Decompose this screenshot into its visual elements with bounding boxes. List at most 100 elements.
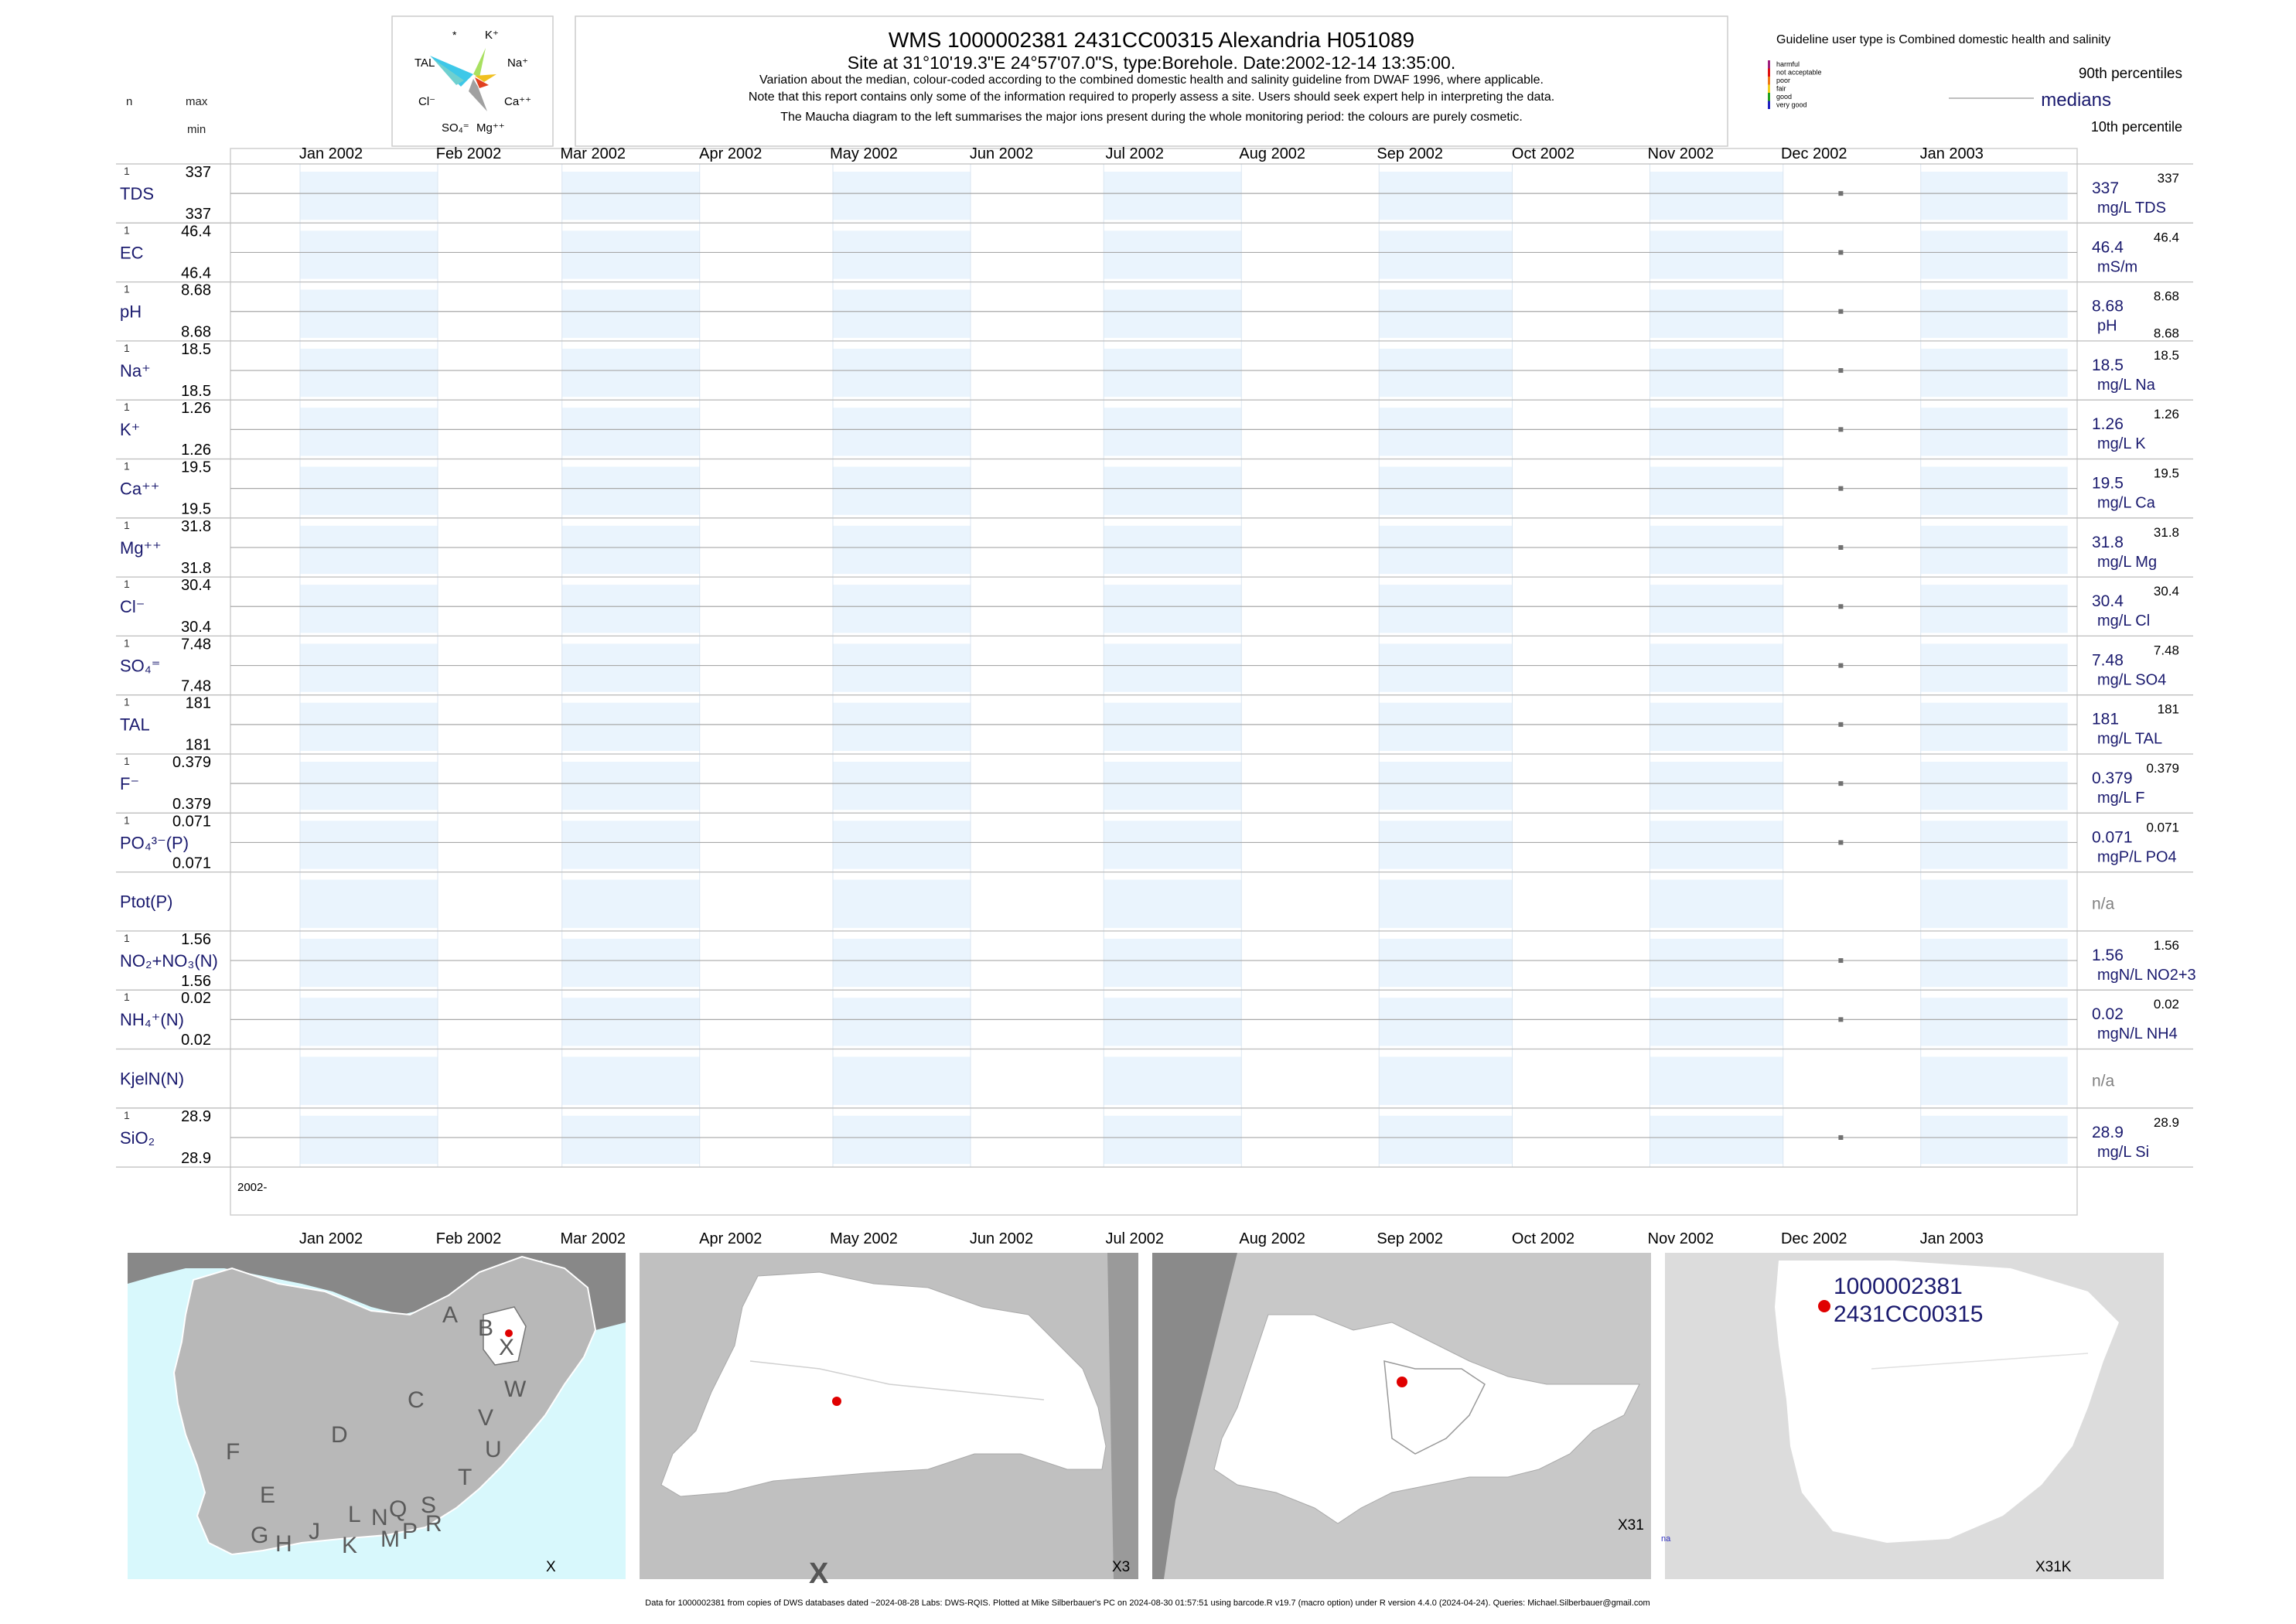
- month-band: [561, 762, 700, 810]
- map3-corner-label: X31: [1618, 1517, 1644, 1534]
- map2-corner-label: X3: [1112, 1559, 1130, 1575]
- month-band: [561, 466, 700, 515]
- month-band: [561, 998, 700, 1046]
- param-min: 337: [186, 206, 211, 223]
- month-band: [1104, 702, 1242, 751]
- map1-region-label: C: [408, 1387, 425, 1413]
- month-band: [1920, 408, 2068, 456]
- month-band: [561, 879, 700, 928]
- month-band: [1104, 1115, 1242, 1165]
- param-min: 0.379: [172, 796, 211, 813]
- map1-region-label: X: [499, 1335, 514, 1360]
- param-p90: 1.26: [2154, 407, 2179, 421]
- month-band: [300, 762, 438, 810]
- panel-frame: [230, 148, 2078, 1216]
- month-label-bottom: Jan 2003: [1920, 1230, 1984, 1247]
- param-median: 8.68: [2092, 298, 2124, 316]
- month-band: [561, 172, 700, 220]
- month-label-bottom: Feb 2002: [436, 1230, 502, 1247]
- param-min: 181: [186, 737, 211, 754]
- param-median: 28.9: [2092, 1124, 2124, 1141]
- month-band: [1650, 938, 1783, 988]
- map4-catchment: [1775, 1261, 2119, 1543]
- param-p90: 8.68: [2154, 289, 2179, 304]
- month-band: [1379, 702, 1513, 751]
- month-band: [1920, 1115, 2068, 1165]
- param-min: 19.5: [181, 501, 211, 518]
- month-label-top: Oct 2002: [1512, 145, 1574, 162]
- month-band: [833, 348, 971, 397]
- param-n: 1: [124, 401, 130, 413]
- map-quaternary-x31: X31: [1152, 1253, 1651, 1579]
- param-n: 1: [124, 578, 130, 590]
- param-p90: 0.02: [2154, 997, 2179, 1012]
- param-p90: 30.4: [2154, 584, 2179, 599]
- month-band: [561, 702, 700, 751]
- map1-region-label: G: [251, 1523, 268, 1548]
- guideline-legend: Guideline user type is Combined domestic…: [1768, 33, 2182, 135]
- map4-boundary-line: [1871, 1353, 2089, 1370]
- legend-category-label: very good: [1776, 101, 1807, 109]
- param-median: 30.4: [2092, 592, 2124, 610]
- param-p90: 46.4: [2154, 230, 2179, 244]
- month-label-bottom: Apr 2002: [699, 1230, 762, 1247]
- month-band: [1920, 643, 2068, 692]
- month-band: [1650, 1115, 1783, 1165]
- month-band: [300, 643, 438, 692]
- month-band: [1650, 172, 1783, 220]
- month-band: [1104, 408, 1242, 456]
- map4-edge-label: na: [1661, 1534, 1671, 1544]
- month-band: [561, 938, 700, 988]
- param-median: 0.379: [2092, 769, 2133, 787]
- param-p90: 0.379: [2146, 761, 2179, 776]
- param-max: 30.4: [181, 577, 211, 594]
- param-unit: mg/L SO4: [2097, 671, 2166, 688]
- param-min: 1.26: [181, 442, 211, 459]
- month-band: [1650, 762, 1783, 810]
- param-min: 31.8: [181, 560, 211, 577]
- param-p90: 28.9: [2154, 1115, 2179, 1130]
- month-band: [1104, 466, 1242, 515]
- map1-region-label: H: [275, 1531, 292, 1557]
- data-point: [1838, 368, 1844, 374]
- month-band: [1379, 466, 1513, 515]
- month-label-bottom: Sep 2002: [1377, 1230, 1443, 1247]
- maucha-wedge-k: [473, 48, 486, 77]
- param-median: 337: [2092, 179, 2119, 197]
- month-band: [300, 938, 438, 988]
- param-max: 0.071: [172, 813, 211, 830]
- month-band: [833, 998, 971, 1046]
- param-min: 46.4: [181, 264, 211, 281]
- page-title: WMS 1000002381 2431CC00315 Alexandria H0…: [889, 28, 1414, 52]
- month-band: [1379, 172, 1513, 220]
- map1-region-label: F: [226, 1439, 240, 1465]
- param-label: Ptot(P): [120, 892, 172, 912]
- page-subtitle: Site at 31°10'19.3"E 24°57'07.0"S, type:…: [848, 53, 1455, 73]
- param-median: 18.5: [2092, 357, 2124, 374]
- legend-category-label: not acceptable: [1776, 69, 1822, 77]
- maucha-wedge-cl: [433, 59, 464, 85]
- month-band: [300, 1056, 438, 1105]
- maucha-label-k: K⁺: [485, 29, 499, 42]
- month-band: [1650, 702, 1783, 751]
- param-n: 1: [124, 1109, 130, 1121]
- data-point: [1838, 486, 1844, 491]
- month-band: [561, 289, 700, 338]
- month-label-top: Mar 2002: [561, 145, 626, 162]
- param-max: 0.379: [172, 754, 211, 771]
- month-label-top: Nov 2002: [1648, 145, 1714, 162]
- header-note-2: Note that this report contains only some…: [749, 90, 1554, 104]
- month-band: [1104, 585, 1242, 633]
- map1-region-label: P: [402, 1519, 418, 1544]
- map1-corner-label: X: [546, 1559, 556, 1575]
- data-point: [1838, 604, 1844, 609]
- month-band: [300, 1115, 438, 1165]
- maucha-label-tal: TAL: [415, 56, 435, 70]
- month-band: [1104, 643, 1242, 692]
- map1-region-label: N: [371, 1505, 388, 1530]
- month-label-bottom: May 2002: [830, 1230, 898, 1247]
- month-band: [561, 821, 700, 869]
- header-box: [575, 15, 1728, 147]
- param-p10: 8.68: [2154, 326, 2179, 341]
- month-label-top: Dec 2002: [1781, 145, 1847, 162]
